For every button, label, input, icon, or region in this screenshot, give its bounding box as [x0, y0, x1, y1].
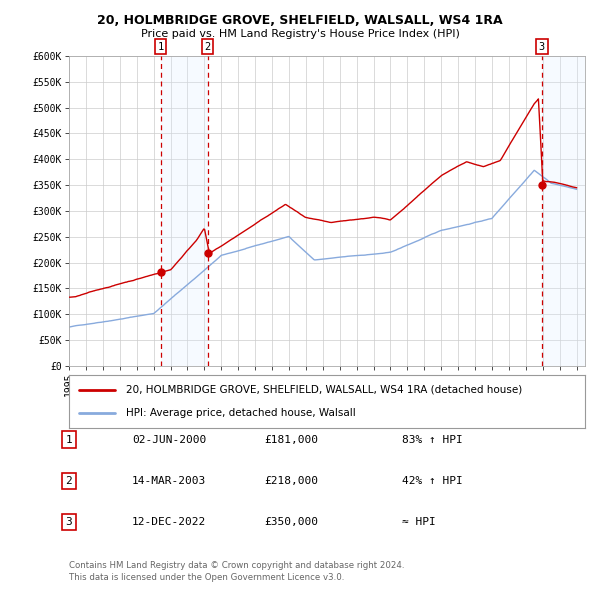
- Text: 3: 3: [539, 42, 545, 52]
- Text: 2: 2: [205, 42, 211, 52]
- Text: £181,000: £181,000: [264, 435, 318, 444]
- Text: HPI: Average price, detached house, Walsall: HPI: Average price, detached house, Wals…: [126, 408, 356, 418]
- Text: 02-JUN-2000: 02-JUN-2000: [132, 435, 206, 444]
- Bar: [161, 56, 208, 366]
- Text: ≈ HPI: ≈ HPI: [402, 517, 436, 527]
- Text: 3: 3: [65, 517, 73, 527]
- Text: 14-MAR-2003: 14-MAR-2003: [132, 476, 206, 486]
- Text: Contains HM Land Registry data © Crown copyright and database right 2024.: Contains HM Land Registry data © Crown c…: [69, 560, 404, 570]
- Bar: [542, 56, 585, 366]
- Text: 1: 1: [158, 42, 164, 52]
- Text: £350,000: £350,000: [264, 517, 318, 527]
- Text: 20, HOLMBRIDGE GROVE, SHELFIELD, WALSALL, WS4 1RA: 20, HOLMBRIDGE GROVE, SHELFIELD, WALSALL…: [97, 14, 503, 27]
- Text: 2: 2: [65, 476, 73, 486]
- Text: 20, HOLMBRIDGE GROVE, SHELFIELD, WALSALL, WS4 1RA (detached house): 20, HOLMBRIDGE GROVE, SHELFIELD, WALSALL…: [126, 385, 522, 395]
- Text: 42% ↑ HPI: 42% ↑ HPI: [402, 476, 463, 486]
- Text: 83% ↑ HPI: 83% ↑ HPI: [402, 435, 463, 444]
- Text: £218,000: £218,000: [264, 476, 318, 486]
- Text: 1: 1: [65, 435, 73, 444]
- Text: This data is licensed under the Open Government Licence v3.0.: This data is licensed under the Open Gov…: [69, 572, 344, 582]
- Text: Price paid vs. HM Land Registry's House Price Index (HPI): Price paid vs. HM Land Registry's House …: [140, 30, 460, 39]
- Text: 12-DEC-2022: 12-DEC-2022: [132, 517, 206, 527]
